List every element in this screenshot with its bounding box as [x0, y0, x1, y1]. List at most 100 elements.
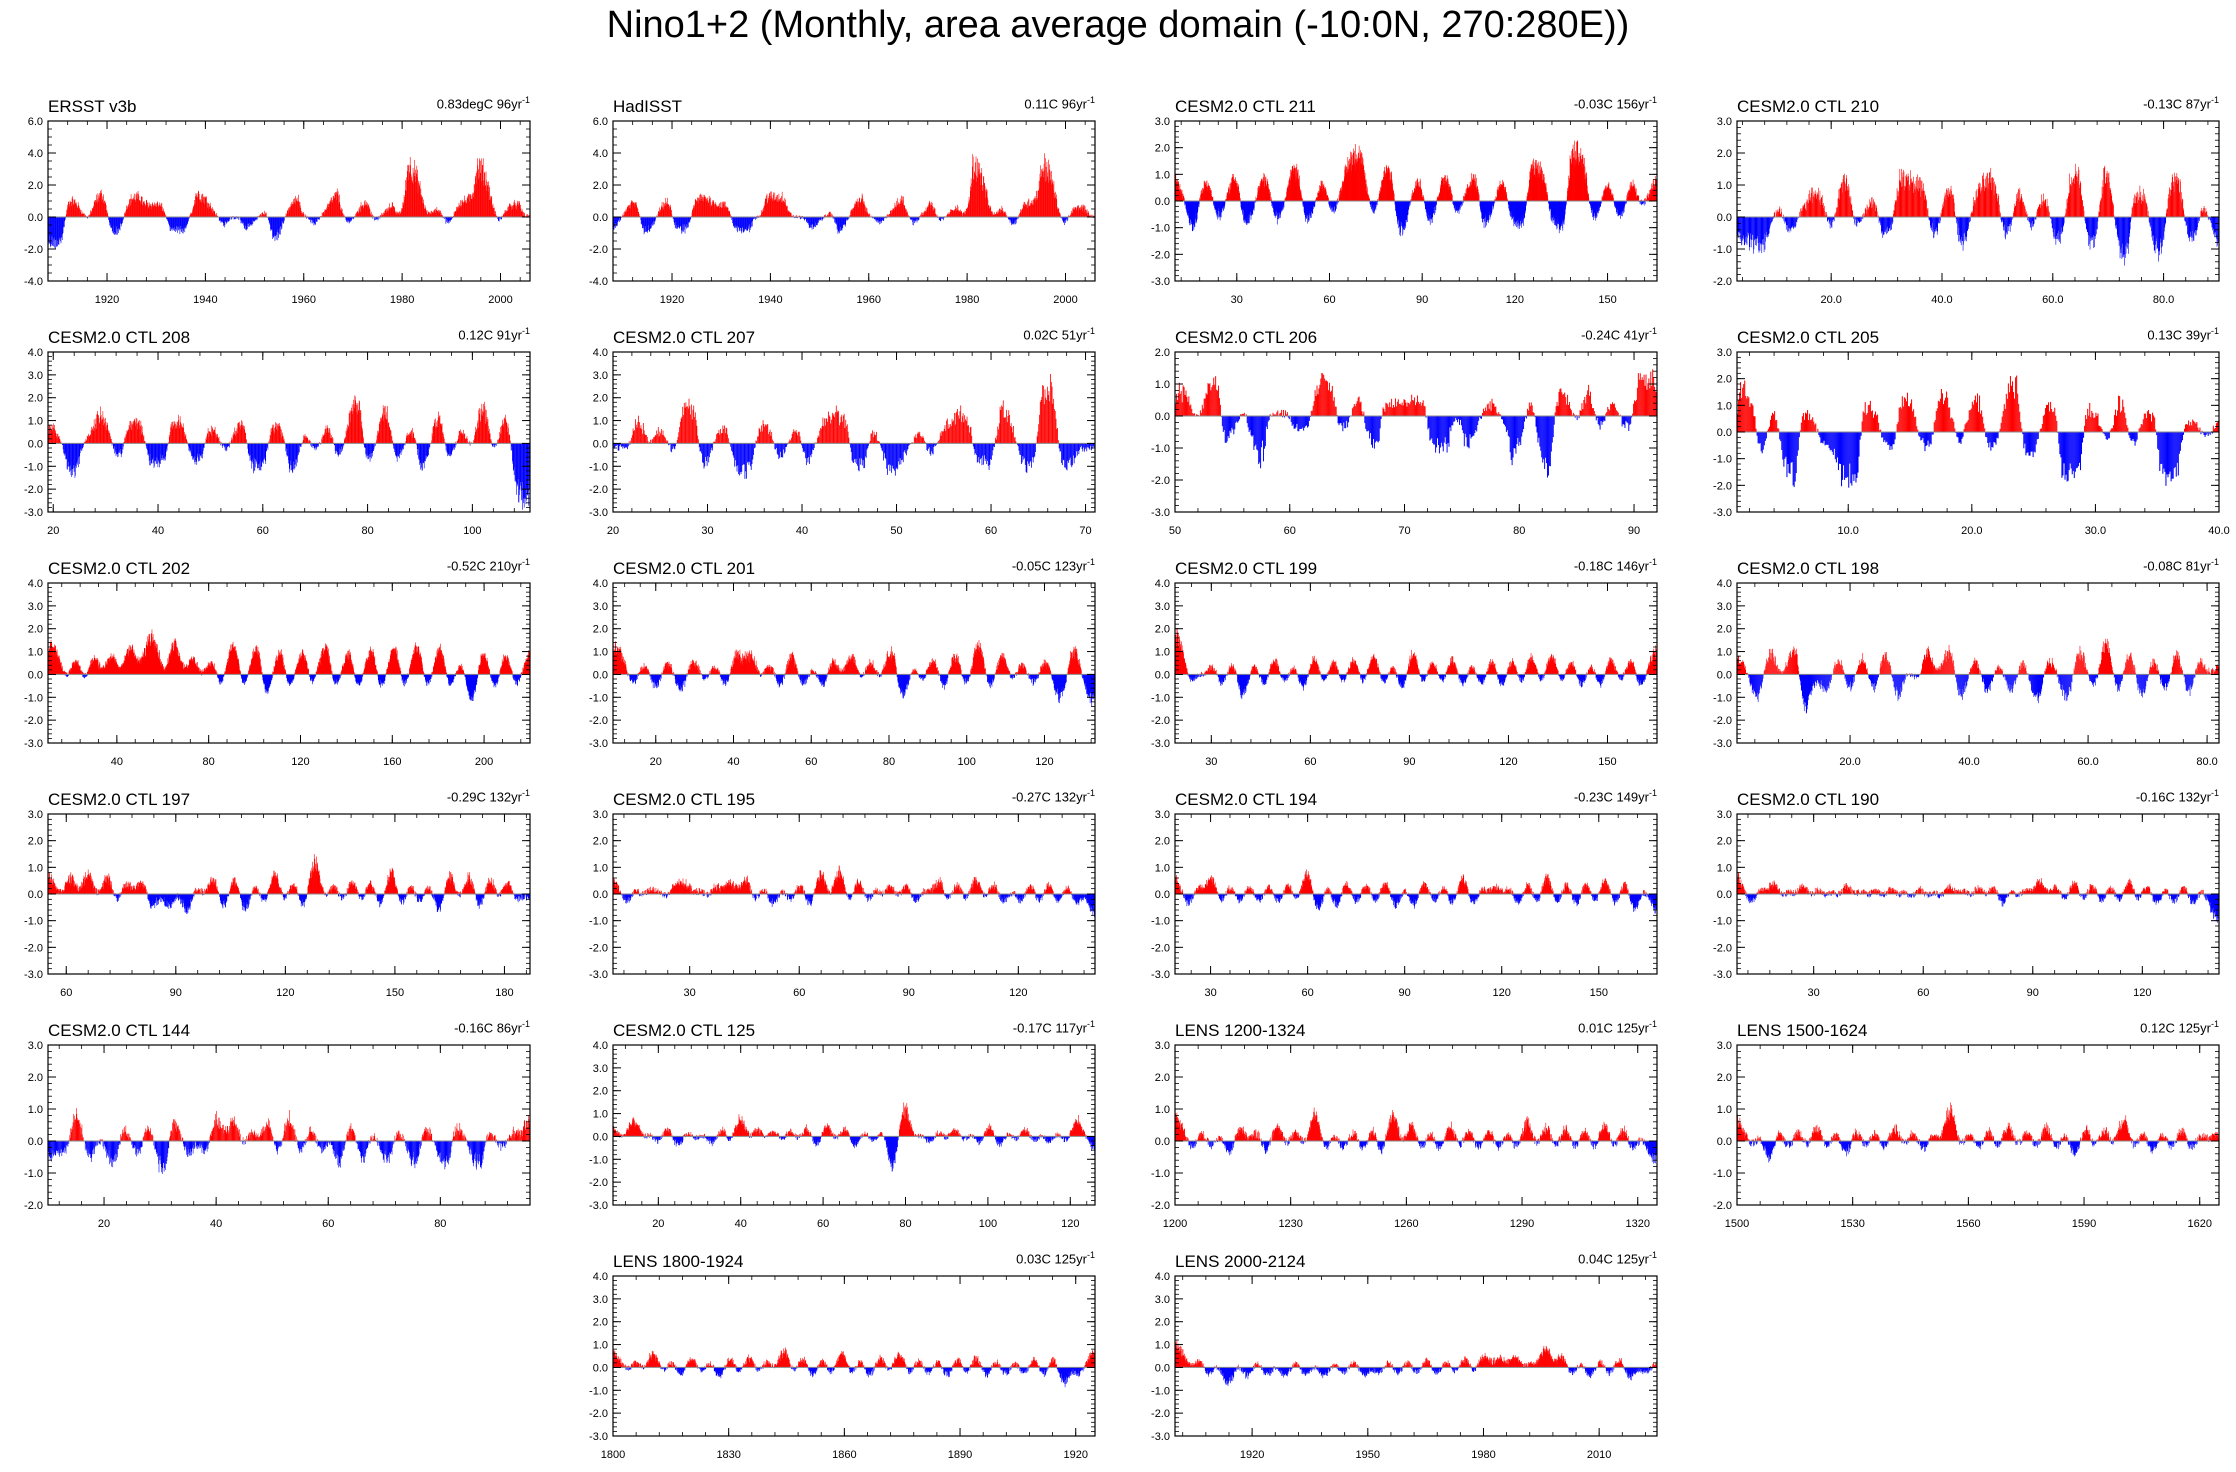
monthly-bar: [771, 191, 772, 217]
monthly-bar: [70, 201, 71, 217]
monthly-bar: [930, 208, 932, 217]
monthly-bar: [1641, 201, 1642, 206]
monthly-bar: [1547, 198, 1549, 201]
monthly-bar: [643, 217, 645, 235]
monthly-bar: [1027, 205, 1029, 217]
monthly-bar: [1050, 180, 1051, 217]
monthly-bar: [152, 206, 154, 217]
monthly-bar: [678, 217, 679, 225]
monthly-bar: [1409, 201, 1410, 207]
monthly-bar: [104, 201, 105, 217]
monthly-bar: [420, 194, 421, 217]
monthly-bar: [838, 217, 840, 231]
monthly-bar: [54, 217, 55, 248]
monthly-bar: [675, 217, 677, 229]
monthly-bar: [86, 215, 88, 217]
monthly-bar: [674, 217, 676, 228]
monthly-bar: [218, 217, 220, 221]
monthly-bar: [344, 215, 345, 217]
monthly-bar: [187, 217, 189, 222]
monthly-bar: [1405, 201, 1407, 223]
monthly-bar: [827, 215, 829, 217]
monthly-bar: [1064, 217, 1065, 226]
monthly-bar: [437, 211, 438, 217]
monthly-bar: [1782, 217, 1784, 219]
monthly-bar: [759, 215, 760, 217]
monthly-bar: [1824, 205, 1825, 217]
monthly-bar: [1744, 217, 1745, 246]
monthly-bar: [1864, 208, 1866, 217]
monthly-bar: [776, 200, 777, 217]
monthly-bar: [1047, 182, 1049, 217]
monthly-bar: [212, 212, 213, 217]
monthly-bar: [424, 205, 426, 217]
monthly-bar: [966, 209, 967, 217]
monthly-bar: [624, 214, 625, 217]
monthly-bar: [329, 201, 331, 217]
monthly-bar: [522, 212, 524, 217]
monthly-bar: [220, 217, 221, 221]
monthly-bar: [1085, 210, 1087, 217]
monthly-bar: [881, 217, 883, 222]
monthly-bar: [633, 202, 634, 217]
monthly-bar: [411, 176, 413, 217]
monthly-bar: [507, 210, 508, 217]
monthly-bar: [510, 204, 511, 217]
monthly-bar: [1423, 198, 1425, 201]
monthly-bar: [412, 182, 413, 217]
monthly-bar: [57, 217, 58, 241]
monthly-bar: [724, 201, 726, 217]
monthly-bar: [769, 193, 770, 217]
monthly-bar: [102, 199, 103, 217]
monthly-bar: [853, 207, 854, 217]
monthly-bar: [647, 217, 649, 226]
monthly-bar: [975, 156, 977, 217]
monthly-bar: [505, 211, 507, 217]
monthly-bar: [1058, 208, 1059, 217]
monthly-bar: [165, 215, 167, 217]
monthly-bar: [1451, 193, 1452, 201]
monthly-bar: [645, 217, 647, 232]
monthly-bar: [51, 217, 52, 237]
monthly-bar: [738, 217, 740, 232]
monthly-bar: [974, 172, 975, 217]
monthly-bar: [170, 217, 172, 230]
monthly-bar: [1043, 171, 1044, 217]
monthly-bar: [702, 200, 703, 217]
monthly-bar: [193, 204, 195, 217]
monthly-bar: [715, 204, 716, 217]
monthly-bar: [507, 206, 509, 217]
monthly-bar: [385, 209, 387, 217]
monthly-bar: [1034, 196, 1036, 217]
monthly-bar: [89, 214, 90, 217]
monthly-bar: [66, 209, 68, 217]
monthly-bar: [119, 217, 121, 231]
monthly-bar: [1336, 201, 1338, 205]
monthly-bar: [1795, 217, 1797, 226]
monthly-bar: [737, 217, 738, 233]
monthly-bar: [889, 213, 891, 217]
monthly-bar: [923, 212, 924, 217]
monthly-bar: [248, 217, 249, 224]
monthly-bar: [662, 206, 664, 217]
monthly-bar: [389, 207, 391, 217]
monthly-bar: [488, 185, 490, 217]
monthly-bar: [1083, 205, 1085, 217]
monthly-bar: [1761, 217, 1762, 244]
monthly-bar: [838, 217, 839, 233]
monthly-bar: [1879, 217, 1880, 222]
monthly-bar: [1435, 201, 1436, 207]
monthly-bar: [291, 205, 292, 217]
monthly-bar: [492, 203, 494, 217]
monthly-bar: [136, 199, 138, 217]
monthly-bar: [478, 169, 479, 217]
monthly-bar: [96, 203, 98, 217]
monthly-bar: [264, 210, 266, 217]
monthly-bar: [894, 202, 896, 217]
monthly-bar: [1015, 217, 1017, 224]
monthly-bar: [827, 215, 828, 217]
monthly-bar: [754, 217, 755, 219]
monthly-bar: [835, 217, 836, 223]
monthly-bar: [706, 200, 708, 217]
